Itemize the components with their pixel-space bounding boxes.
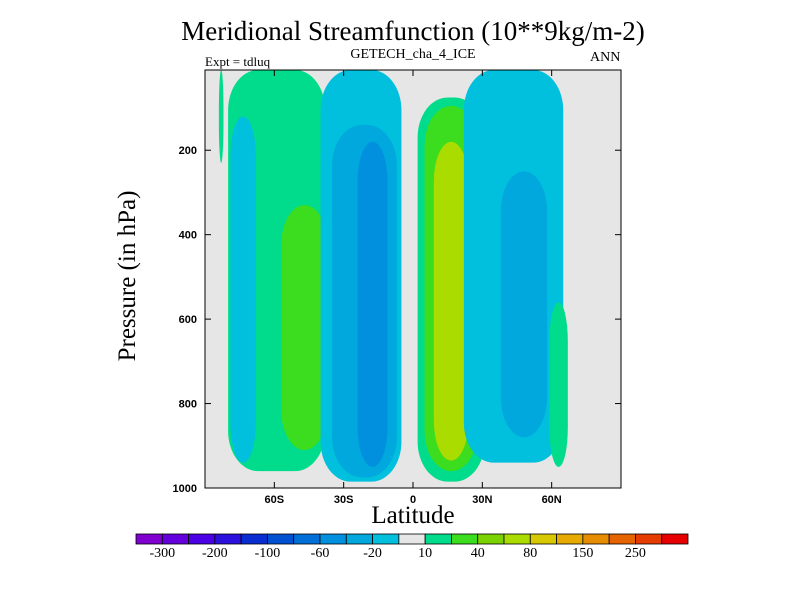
plot-area	[205, 70, 621, 488]
contour-region-0	[218, 70, 224, 163]
contour-region-10	[433, 141, 469, 461]
colorbar-label: -300	[149, 546, 176, 561]
y-tick-label: 1000	[173, 483, 197, 495]
colorbar-label: 10	[418, 546, 433, 561]
colorbar-label: 150	[572, 546, 594, 561]
colorbar-swatch	[477, 533, 505, 545]
colorbar-swatch	[161, 533, 189, 545]
colorbar-swatch	[661, 533, 689, 545]
colorbar-swatch	[451, 533, 479, 545]
colorbar-swatch	[556, 533, 584, 545]
colorbar-label: -20	[363, 546, 382, 561]
contour-region-2	[281, 205, 328, 450]
contour-region-5	[373, 70, 379, 92]
chart-subtitle: GETECH_cha_4_ICE	[350, 47, 476, 62]
y-tick-label: 400	[179, 230, 197, 242]
colorbar-swatch	[635, 533, 663, 545]
colorbar-swatch	[267, 533, 295, 545]
colorbar-swatch	[582, 533, 610, 545]
colorbar-swatch	[372, 533, 400, 545]
colorbar-swatch	[240, 533, 268, 545]
colorbar-label: 40	[470, 546, 485, 561]
x-tick-label: 30S	[334, 494, 354, 506]
colorbar-swatch	[608, 533, 636, 545]
colorbar-label: -60	[310, 546, 330, 561]
colorbar-label: -200	[202, 546, 228, 561]
colorbar-swatch	[188, 533, 216, 545]
contour-region-7	[357, 141, 388, 467]
season-label: ANN	[590, 50, 621, 65]
colorbar-label: 250	[624, 546, 646, 561]
chart-title: Meridional Streamfunction (10**9kg/m-2)	[181, 16, 645, 46]
colorbar-swatch	[345, 533, 373, 545]
x-axis-label: Latitude	[371, 502, 455, 529]
x-tick-label: 60N	[542, 494, 562, 506]
colorbar-swatch	[214, 533, 242, 545]
colorbar-swatch	[529, 533, 557, 545]
x-tick-label: 30N	[472, 494, 492, 506]
y-tick-label: 600	[179, 314, 197, 326]
colorbar-swatch	[503, 533, 531, 545]
colorbar-swatch	[135, 533, 163, 545]
y-tick-label: 800	[179, 399, 197, 411]
colorbar-swatch	[293, 533, 321, 545]
contour-region-3	[230, 116, 256, 463]
colorbar-swatch	[424, 533, 452, 545]
colorbar-label: -100	[254, 546, 281, 561]
chart-axes: 200 400 600 800 1000 60S 30S 0 30N 60N	[173, 69, 622, 506]
contour-region-12	[549, 302, 568, 467]
contour-region-13	[500, 171, 548, 438]
experiment-label: Expt = tdluq	[205, 54, 271, 69]
colorbar	[135, 533, 689, 545]
colorbar-swatch	[319, 533, 347, 545]
x-tick-label: 0	[410, 494, 416, 506]
colorbar-label: 80	[523, 546, 538, 561]
x-tick-label: 60S	[265, 494, 285, 506]
y-tick-label: 200	[179, 145, 197, 157]
colorbar-swatch	[398, 533, 426, 545]
